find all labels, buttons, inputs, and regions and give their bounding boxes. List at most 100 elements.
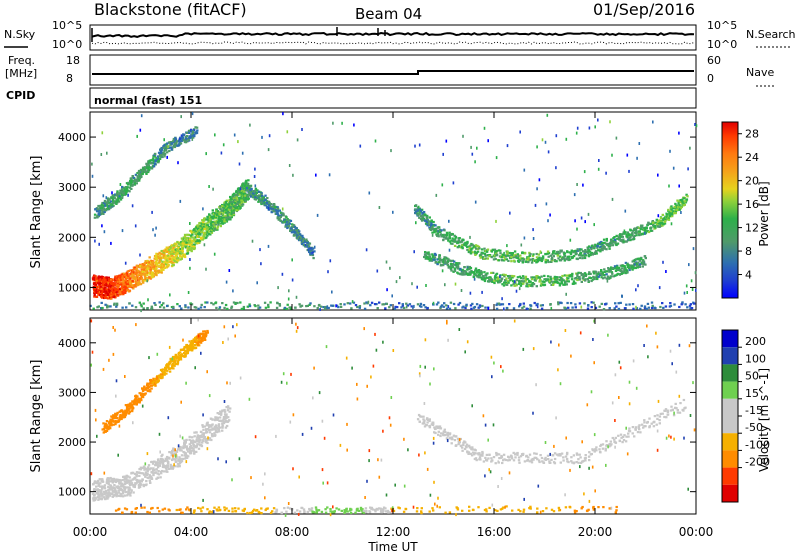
power-cell [236, 203, 239, 206]
velocity-cell [112, 490, 115, 493]
power-cell [507, 281, 510, 284]
power-cell [158, 257, 161, 260]
velocity-cell [116, 479, 120, 482]
power-cell [232, 213, 236, 216]
power-cell [455, 240, 459, 243]
power-speckle [670, 222, 673, 226]
power-cell [170, 248, 174, 251]
power-cell [501, 303, 505, 306]
power-cell [264, 198, 267, 201]
power-cell [477, 245, 481, 248]
power-cell [270, 211, 273, 214]
power-cell [134, 280, 137, 283]
velocity-cell [108, 488, 112, 491]
velocity-cell [138, 471, 141, 474]
power-cell [100, 286, 103, 289]
velocity-cell [101, 480, 104, 483]
power-cell [518, 280, 521, 283]
power-cell [451, 265, 455, 269]
velocity-cell [106, 477, 110, 480]
power-cell [227, 208, 231, 211]
power-cell [469, 252, 473, 255]
power-cell [200, 229, 203, 232]
power-cell [519, 259, 522, 262]
power-cell [208, 213, 211, 216]
power-cell [531, 285, 534, 288]
power-speckle [657, 173, 659, 177]
power-cell [673, 205, 676, 208]
power-cell [111, 281, 114, 284]
power-cell [437, 235, 440, 238]
power-cell [224, 219, 227, 222]
power-cell [130, 182, 133, 185]
power-cell [494, 273, 498, 276]
velocity-cell [105, 489, 108, 493]
power-cell [196, 129, 199, 132]
power-cell [439, 306, 442, 309]
power-cell [97, 208, 100, 211]
power-cell [573, 277, 577, 280]
noise-panel: N.Sky 10^5 10^0 10^5 10^0 N.Search [4, 19, 796, 51]
power-cell [118, 195, 121, 198]
power-speckle [432, 301, 435, 305]
power-cell [142, 302, 145, 305]
power-cell [563, 274, 567, 277]
power-cell [188, 135, 192, 138]
power-cell [514, 255, 518, 258]
power-cell [453, 260, 456, 263]
power-cell [125, 190, 128, 193]
power-cell [278, 304, 282, 307]
power-cell [112, 204, 115, 207]
power-speckle [685, 284, 688, 288]
power-cell [100, 294, 103, 297]
power-speckle [139, 128, 142, 132]
power-cell [292, 234, 296, 237]
velocity-cell [97, 483, 101, 487]
power-cell [166, 304, 169, 308]
cpid-panel: CPID normal (fast) 151 [6, 87, 697, 109]
power-cell [529, 253, 532, 256]
power-cell [144, 277, 147, 280]
power-cell [220, 209, 223, 212]
power-cell [121, 306, 124, 309]
power-cell [167, 248, 171, 251]
power-cell [242, 305, 246, 309]
power-cell [210, 229, 214, 232]
power-cell [154, 256, 158, 259]
power-cell [148, 265, 151, 268]
power-cell [209, 218, 213, 221]
power-cell [193, 247, 196, 250]
power-cell [454, 307, 457, 310]
velocity-cell [107, 488, 110, 491]
freq-label-line2: [MHz] [5, 67, 37, 80]
power-cell [612, 275, 615, 278]
power-cell [446, 260, 450, 263]
power-cell [617, 302, 620, 305]
power-cell [226, 205, 229, 208]
power-cell [455, 266, 458, 269]
power-cell [103, 280, 106, 283]
power-cell [115, 305, 118, 308]
power-cell [597, 275, 600, 278]
power-cell [632, 307, 635, 310]
velocity-cell [92, 489, 96, 492]
power-cell [681, 200, 684, 203]
power-cell [267, 303, 270, 306]
power-speckle [597, 118, 599, 122]
power-cell [522, 280, 525, 283]
power-cell [191, 233, 194, 236]
power-cell [257, 200, 260, 203]
power-cell [121, 288, 124, 291]
power-cell [530, 283, 534, 286]
power-cell [450, 233, 453, 236]
power-cell [275, 306, 279, 309]
power-cell [432, 220, 435, 224]
power-cell [143, 270, 147, 273]
power-cell [109, 200, 113, 203]
power-cell [611, 267, 614, 270]
power-cell [584, 279, 587, 282]
power-cell [423, 255, 426, 259]
power-cell [668, 214, 672, 218]
power-cell [514, 253, 517, 256]
power-cell [457, 267, 460, 270]
